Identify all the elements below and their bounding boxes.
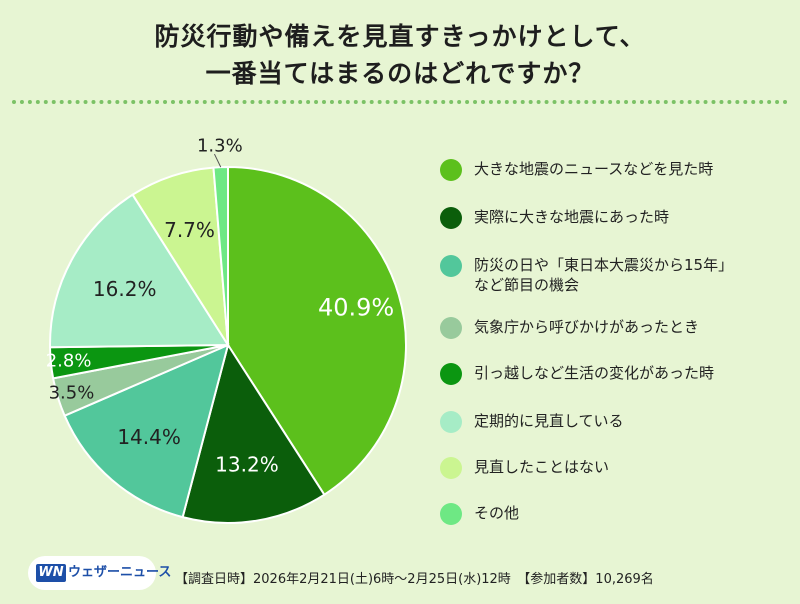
slice-value-label: 3.5% — [49, 383, 95, 404]
slice-value-label: 1.3% — [197, 135, 243, 156]
legend-label: その他 — [474, 504, 520, 522]
dotted-divider — [12, 100, 788, 104]
legend-swatch — [440, 503, 462, 525]
slice-value-label: 7.7% — [164, 218, 215, 242]
slice-leader-line — [213, 153, 222, 168]
legend-item: 防災の日や「東日本大震災から15年」 など節目の機会 — [440, 253, 795, 294]
legend-label: 引っ越しなど生活の変化があった時 — [474, 364, 715, 382]
legend-swatch — [440, 317, 462, 339]
legend-item: 大きな地震のニュースなどを見た時 — [440, 157, 795, 197]
legend-label: 大きな地震のニュースなどを見た時 — [474, 160, 714, 178]
legend-label: 気象庁から呼びかけがあったとき — [474, 318, 700, 336]
legend-item: 見直したことはない — [440, 455, 795, 495]
chart-title: 防災行動や備えを見直すきっかけとして、 一番当てはまるのはどれですか？ — [0, 18, 800, 92]
legend-swatch — [440, 411, 462, 433]
legend-label: 実際に大きな地震にあった時 — [474, 208, 670, 226]
legend-swatch — [440, 159, 462, 181]
pie-slice — [63, 343, 230, 519]
slice-value-label: 16.2% — [93, 277, 157, 301]
logo-text: ウェザーニュース — [68, 565, 172, 580]
slice-value-label: 40.9% — [318, 293, 394, 321]
legend-swatch — [440, 207, 462, 229]
legend-swatch — [440, 457, 462, 479]
slice-value-label: 14.4% — [117, 425, 181, 449]
legend-item: 気象庁から呼びかけがあったとき — [440, 315, 795, 355]
weathernews-logo: WN ウェザーニュース — [28, 556, 171, 590]
legend-swatch — [440, 255, 462, 277]
legend-item: 定期的に見直している — [440, 409, 795, 449]
pie-slice — [49, 193, 230, 349]
legend-label: 定期的に見直している — [474, 412, 624, 430]
logo-mark-icon: WN — [36, 564, 66, 582]
legend-item: 引っ越しなど生活の変化があった時 — [440, 361, 795, 401]
legend-swatch — [440, 363, 462, 385]
survey-info: 【調査日時】2026年2月21日(土)6時～2月25日(水)12時 【参加者数】… — [175, 572, 654, 587]
pie-slice — [181, 342, 326, 524]
slice-value-label: 2.8% — [46, 351, 92, 372]
title-line-2: 一番当てはまるのはどれですか？ — [205, 59, 595, 88]
legend-item: その他 — [440, 501, 795, 541]
legend-label: 防災の日や「東日本大震災から15年」 など節目の機会 — [474, 256, 734, 294]
footer: WN ウェザーニュース 【調査日時】2026年2月21日(土)6時～2月25日(… — [0, 552, 800, 600]
slice-value-label: 13.2% — [215, 453, 279, 477]
legend-label: 見直したことはない — [474, 458, 610, 476]
legend-item: 実際に大きな地震にあった時 — [440, 205, 795, 245]
title-line-1: 防災行動や備えを見直すきっかけとして、 — [154, 22, 646, 51]
